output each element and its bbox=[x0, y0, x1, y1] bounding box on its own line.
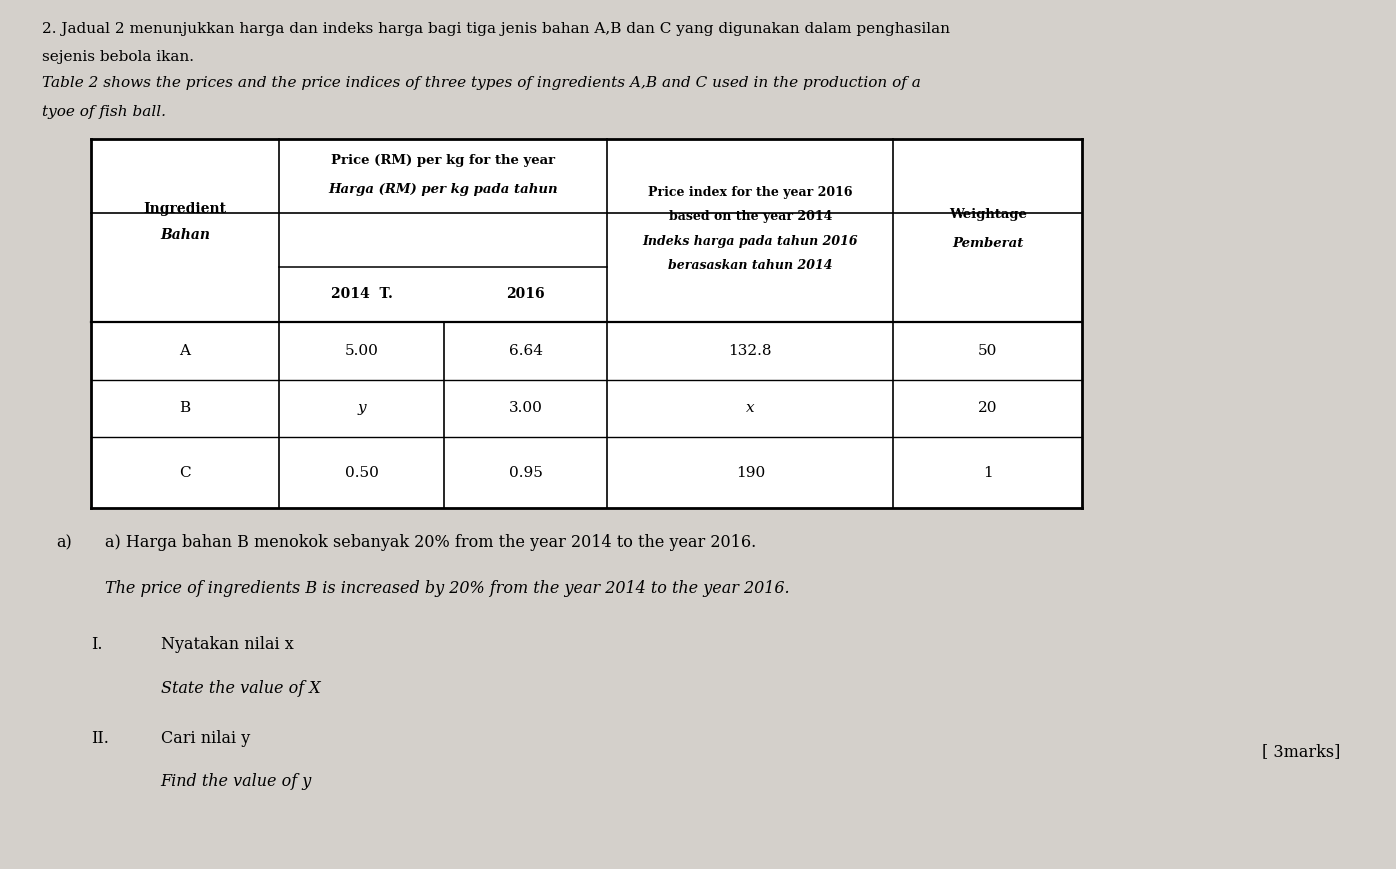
Text: berasaskan tahun 2014: berasaskan tahun 2014 bbox=[669, 259, 832, 271]
Text: B: B bbox=[180, 401, 190, 415]
Text: Pemberat: Pemberat bbox=[952, 237, 1023, 249]
Text: A: A bbox=[180, 343, 190, 358]
Text: The price of ingredients B is increased by 20% from the year 2014 to the year 20: The price of ingredients B is increased … bbox=[105, 580, 789, 597]
Text: Weightage: Weightage bbox=[949, 209, 1026, 221]
Text: 0.50: 0.50 bbox=[345, 466, 378, 480]
Text: Harga (RM) per kg pada tahun: Harga (RM) per kg pada tahun bbox=[328, 182, 558, 196]
Text: Find the value of y: Find the value of y bbox=[161, 773, 311, 791]
Text: 2016: 2016 bbox=[507, 288, 544, 302]
Text: Nyatakan nilai x: Nyatakan nilai x bbox=[161, 636, 293, 653]
Text: 20: 20 bbox=[979, 401, 997, 415]
Text: Bahan: Bahan bbox=[161, 228, 209, 242]
Text: tyoe of fish ball.: tyoe of fish ball. bbox=[42, 105, 166, 119]
Text: Table 2 shows the prices and the price indices of three types of ingredients A,B: Table 2 shows the prices and the price i… bbox=[42, 76, 921, 90]
Text: 1: 1 bbox=[983, 466, 993, 480]
Text: a) Harga bahan B menokok sebanyak 20% from the year 2014 to the year 2016.: a) Harga bahan B menokok sebanyak 20% fr… bbox=[105, 534, 757, 552]
Text: y: y bbox=[357, 401, 366, 415]
Text: [ 3marks]: [ 3marks] bbox=[1262, 743, 1340, 760]
Text: Indeks harga pada tahun 2016: Indeks harga pada tahun 2016 bbox=[642, 235, 859, 248]
Text: 6.64: 6.64 bbox=[508, 343, 543, 358]
FancyBboxPatch shape bbox=[91, 139, 1082, 508]
Text: I.: I. bbox=[91, 636, 102, 653]
Text: 190: 190 bbox=[736, 466, 765, 480]
Text: based on the year 2014: based on the year 2014 bbox=[669, 210, 832, 222]
Text: sejenis bebola ikan.: sejenis bebola ikan. bbox=[42, 50, 194, 64]
Text: Price index for the year 2016: Price index for the year 2016 bbox=[648, 187, 853, 199]
Text: 5.00: 5.00 bbox=[345, 343, 378, 358]
Text: x: x bbox=[745, 401, 755, 415]
Text: State the value of X: State the value of X bbox=[161, 680, 320, 697]
Text: Ingredient: Ingredient bbox=[144, 202, 226, 216]
Text: Price (RM) per kg for the year: Price (RM) per kg for the year bbox=[331, 154, 556, 167]
Text: 2. Jadual 2 menunjukkan harga dan indeks harga bagi tiga jenis bahan A,B dan C y: 2. Jadual 2 menunjukkan harga dan indeks… bbox=[42, 22, 949, 36]
Text: 50: 50 bbox=[979, 343, 997, 358]
Text: 3.00: 3.00 bbox=[508, 401, 543, 415]
Text: C: C bbox=[179, 466, 191, 480]
Text: Cari nilai y: Cari nilai y bbox=[161, 730, 250, 747]
Text: 132.8: 132.8 bbox=[729, 343, 772, 358]
Text: II.: II. bbox=[91, 730, 109, 747]
Text: 2014  T.: 2014 T. bbox=[331, 288, 392, 302]
Text: 0.95: 0.95 bbox=[508, 466, 543, 480]
Text: a): a) bbox=[56, 534, 71, 552]
